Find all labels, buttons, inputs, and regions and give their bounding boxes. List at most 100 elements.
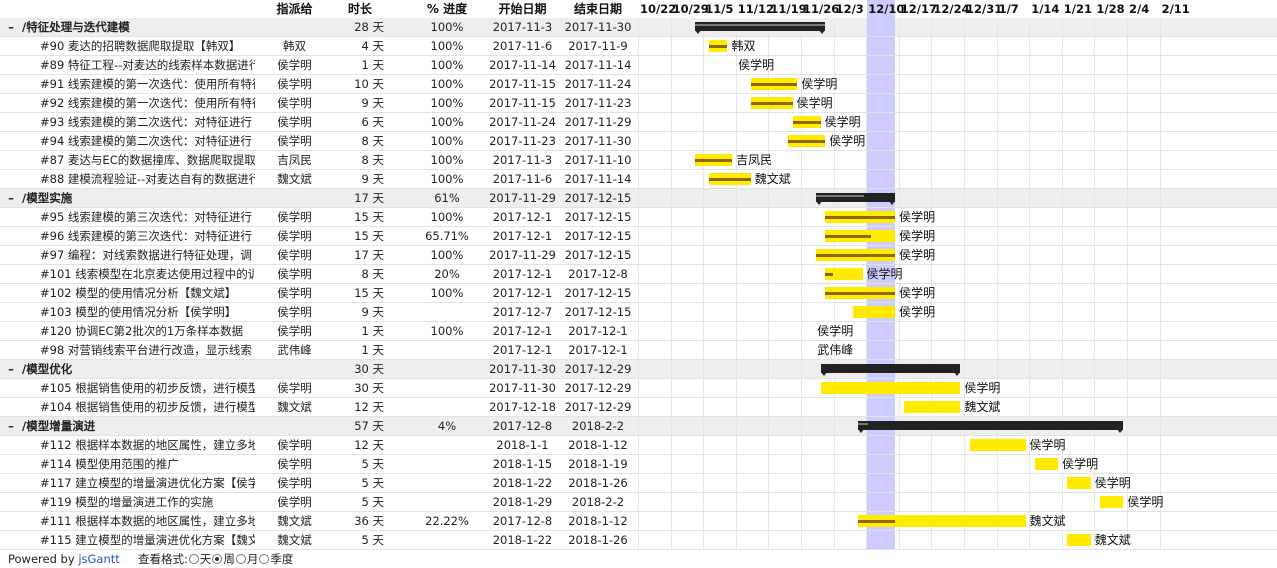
collapse-toggle[interactable]: –	[8, 20, 14, 34]
task-bar[interactable]	[820, 382, 961, 394]
percent-cell: 100%	[430, 286, 464, 300]
task-row[interactable]: #88 建模流程验证--对麦达自有的数据进行 魏文斌 9 天 100% 2017-11-…	[0, 170, 636, 189]
task-row[interactable]: #94 线索建模的第二次迭代：对特征进行 侯学明 8 天 100% 2017-11-23…	[0, 132, 636, 151]
task-row[interactable]: #103 模型的使用情况分析【侯学明】 侯学明 9 天 2017-12-7 2017-1…	[0, 303, 636, 322]
header-end[interactable]: 结束日期	[573, 2, 622, 16]
task-row[interactable]: #117 建立模型的增量演进优化方案【侯学 侯学明 5 天 2018-1-22 2018…	[0, 474, 636, 493]
task-bar[interactable]	[788, 135, 826, 147]
footer: Powered by jsGantt 查看格式: 天周月季度	[8, 551, 293, 568]
task-row[interactable]: #98 对营销线索平台进行改造，显示线索 武伟峰 1 天 2017-12-1 2017-…	[0, 341, 636, 360]
task-row[interactable]: #90 麦达的招聘数据爬取提取【韩双】 韩双 4 天 100% 2017-11-6 201…	[0, 37, 636, 56]
header-duration[interactable]: 时长	[347, 2, 372, 16]
week-label: 10/29	[672, 2, 709, 16]
resource-cell: 吉凤民	[277, 153, 312, 167]
task-name: #120 协调EC第2批次的1万条样本数据	[40, 324, 244, 338]
task-row[interactable]: #91 线索建模的第一次迭代：使用所有特征 侯学明 10 天 100% 2017-11-…	[0, 75, 636, 94]
resource-cell: 武伟峰	[277, 343, 312, 357]
task-row[interactable]: #104 根据销售使用的初步反馈，进行模型 魏文斌 12 天 2017-12-18 20…	[0, 398, 636, 417]
collapse-toggle[interactable]: –	[8, 362, 14, 376]
task-name: #93 线索建模的第二次迭代：对特征进行	[40, 115, 252, 129]
task-bar[interactable]	[825, 268, 863, 280]
task-row[interactable]: #89 特征工程--对麦达的线索样本数据进行 侯学明 1 天 100% 2017-11-…	[0, 56, 636, 75]
percent-cell: 4%	[437, 419, 457, 433]
task-bar[interactable]	[708, 173, 751, 185]
percent-cell	[410, 360, 484, 379]
start-date-cell: 2017-11-6	[492, 172, 553, 186]
duration-cell: 5 天	[361, 476, 384, 490]
task-name: #88 建模流程验证--对麦达自有的数据进行	[40, 172, 255, 186]
group-row[interactable]: –/模型优化 30 天 2017-11-30 2017-12-29	[0, 360, 636, 379]
task-bar[interactable]	[825, 230, 896, 242]
timeline-row-divider	[636, 511, 1277, 512]
format-radio[interactable]	[259, 554, 270, 564]
group-summary-bar[interactable]	[820, 364, 961, 373]
task-row[interactable]: #119 模型的增量演进工作的实施 侯学明 5 天 2018-1-29 2018-2-2	[0, 493, 636, 512]
task-row[interactable]: #115 建立模型的增量演进优化方案【魏文 魏文斌 5 天 2018-1-22 2018…	[0, 531, 636, 550]
task-bar[interactable]	[904, 401, 961, 413]
task-bar[interactable]	[825, 211, 896, 223]
format-option-label[interactable]: 周	[223, 552, 235, 566]
task-bar[interactable]	[853, 306, 896, 318]
header-percent[interactable]: % 进度	[426, 2, 468, 16]
resource-cell: 侯学明	[277, 457, 312, 471]
format-option-label[interactable]: 天	[199, 552, 212, 566]
task-bar[interactable]	[857, 515, 1026, 527]
format-radio[interactable]	[235, 554, 246, 564]
task-bar[interactable]	[750, 97, 793, 109]
group-row[interactable]: –/模型实施 17 天 61% 2017-11-29 2017-12-15	[0, 189, 636, 208]
task-bar[interactable]	[969, 439, 1026, 451]
task-bar[interactable]	[815, 249, 896, 261]
task-name: #95 线索建模的第三次迭代：对特征进行	[40, 210, 252, 224]
task-bar[interactable]	[708, 40, 728, 52]
task-bar[interactable]	[1034, 458, 1059, 470]
task-bar[interactable]	[694, 154, 733, 166]
task-bar[interactable]	[1100, 496, 1124, 508]
group-summary-bar[interactable]	[694, 22, 826, 31]
jsgantt-link[interactable]: jsGantt	[78, 552, 120, 566]
task-bar[interactable]	[750, 78, 798, 90]
format-radio[interactable]	[212, 554, 223, 564]
duration-cell: 9 天	[361, 172, 384, 186]
task-row[interactable]: #112 根据样本数据的地区属性，建立多地 侯学明 12 天 2018-1-1 2018…	[0, 436, 636, 455]
task-row[interactable]: #105 根据销售使用的初步反馈，进行模型 侯学明 30 天 2017-11-30 20…	[0, 379, 636, 398]
group-summary-bar[interactable]	[815, 193, 896, 202]
group-row[interactable]: –/模型增量演进 57 天 4% 2017-12-8 2018-2-2	[0, 417, 636, 436]
task-row[interactable]: #120 协调EC第2批次的1万条样本数据 侯学明 1 天 100% 2017-12-1…	[0, 322, 636, 341]
format-option-label[interactable]: 季度	[270, 552, 294, 566]
task-row[interactable]: #101 线索模型在北京麦达使用过程中的训 侯学明 8 天 20% 2017-12-1 2…	[0, 265, 636, 284]
task-row[interactable]: #114 模型使用范围的推广 侯学明 5 天 2018-1-15 2018-1-19	[0, 455, 636, 474]
row-divider	[0, 188, 636, 189]
task-row[interactable]: #92 线索建模的第一次迭代：使用所有特征 侯学明 9 天 100% 2017-11-1…	[0, 94, 636, 113]
task-row[interactable]: #93 线索建模的第二次迭代：对特征进行 侯学明 6 天 100% 2017-11-24…	[0, 113, 636, 132]
duration-cell: 4 天	[361, 39, 384, 53]
collapse-toggle[interactable]: –	[8, 419, 14, 433]
task-row[interactable]: #97 编程：对线索数据进行特征处理，调 侯学明 17 天 100% 2017-11-2…	[0, 246, 636, 265]
resource-cell: 侯学明	[277, 134, 312, 148]
task-bar[interactable]	[1067, 477, 1091, 489]
task-bar[interactable]	[1067, 534, 1091, 546]
task-bar[interactable]	[825, 287, 896, 299]
week-label: 1/7	[998, 2, 1019, 16]
task-row[interactable]: #102 模型的使用情况分析【魏文斌】 侯学明 15 天 100% 2017-12-1 2…	[0, 284, 636, 303]
resource-cell: 魏文斌	[277, 533, 312, 547]
duration-cell: 5 天	[361, 533, 384, 547]
task-row[interactable]: #111 根据样本数据的地区属性，建立多地 魏文斌 36 天 22.22% 2017-1…	[0, 512, 636, 531]
timeline-row-divider	[636, 93, 1277, 94]
start-date-cell: 2017-12-1	[492, 324, 553, 338]
format-radio[interactable]	[188, 554, 199, 564]
row-divider	[0, 397, 636, 398]
end-date-cell: 2017-11-14	[564, 58, 632, 72]
format-option-label[interactable]: 月	[246, 552, 259, 566]
task-row[interactable]: #95 线索建模的第三次迭代：对特征进行 侯学明 15 天 100% 2017-12-1…	[0, 208, 636, 227]
resource-cell: 侯学明	[277, 96, 312, 110]
collapse-toggle[interactable]: –	[8, 191, 14, 205]
header-resource[interactable]: 指派给	[276, 2, 313, 16]
group-summary-bar[interactable]	[857, 421, 1124, 430]
task-bar[interactable]	[792, 116, 821, 128]
task-row[interactable]: #87 麦达与EC的数据撞库、数据爬取提取 吉凤民 8 天 100% 2017-11-3…	[0, 151, 636, 170]
task-row[interactable]: #96 线索建模的第三次迭代：对特征进行 侯学明 15 天 65.71% 2017-12…	[0, 227, 636, 246]
row-divider	[0, 264, 636, 265]
header-start[interactable]: 开始日期	[498, 2, 547, 16]
group-row[interactable]: –/特征处理与迭代建模 28 天 100% 2017-11-3 2017-11-30	[0, 18, 636, 37]
timeline-row-divider	[636, 112, 1277, 113]
